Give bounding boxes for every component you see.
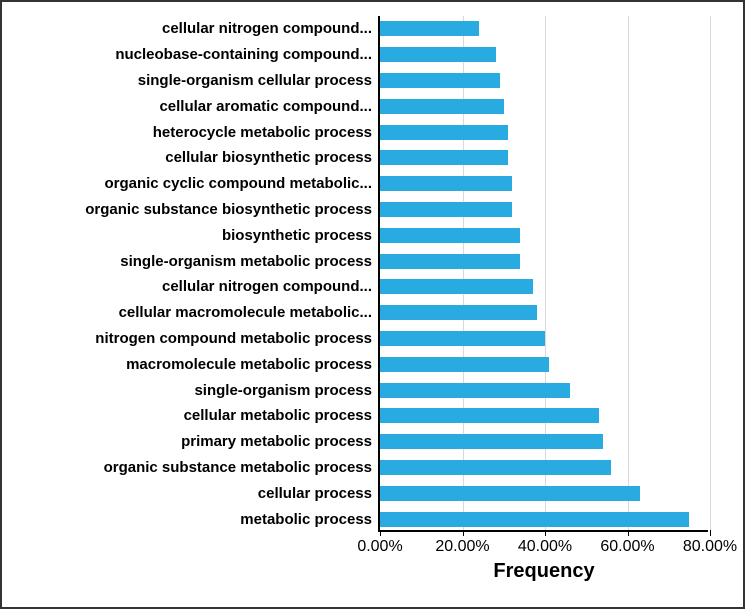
- bar-label: primary metabolic process: [181, 433, 380, 450]
- chart-container: 0.00% 20.00% 40.00% 60.00% 80.00% cellular ni…: [0, 0, 745, 609]
- bar-row: cellular aromatic compound...: [380, 99, 708, 114]
- bar: [380, 279, 533, 294]
- x-axis-title: Frequency: [493, 560, 594, 583]
- x-tick: [463, 530, 464, 536]
- gridline: [628, 16, 629, 530]
- plot-area: 0.00%20.00%40.00%60.00%80.00%cellular ni…: [378, 16, 708, 532]
- bar: [380, 21, 479, 36]
- bar-label: biosynthetic process: [222, 227, 380, 244]
- bar: [380, 47, 496, 62]
- bar: [380, 512, 689, 527]
- bar-label: nucleobase-containing compound...: [115, 46, 380, 63]
- bar-label: organic substance metabolic process: [104, 459, 380, 476]
- bar: [380, 486, 640, 501]
- bar: [380, 202, 512, 217]
- bar: [380, 434, 603, 449]
- bar: [380, 176, 512, 191]
- bar: [380, 305, 537, 320]
- x-tick: [545, 530, 546, 536]
- bar-row: cellular process: [380, 486, 708, 501]
- bar-row: cellular biosynthetic process: [380, 150, 708, 165]
- x-tick: [380, 530, 381, 536]
- bar: [380, 228, 520, 243]
- bar-label: cellular macromolecule metabolic...: [119, 304, 380, 321]
- bar-row: organic cyclic compound metabolic...: [380, 176, 708, 191]
- bar-label: cellular nitrogen compound...: [162, 278, 380, 295]
- bar-row: cellular metabolic process: [380, 408, 708, 423]
- x-tick: [710, 530, 711, 536]
- x-tick-label: 0.00%: [357, 538, 402, 556]
- x-tick-label: 60.00%: [600, 538, 654, 556]
- bar-row: cellular macromolecule metabolic...: [380, 305, 708, 320]
- bar-row: single-organism cellular process: [380, 73, 708, 88]
- bar-row: metabolic process: [380, 512, 708, 527]
- gridline: [463, 16, 464, 530]
- bar-label: single-organism process: [194, 382, 380, 399]
- bar-label: cellular aromatic compound...: [159, 98, 380, 115]
- bar-row: organic substance biosynthetic process: [380, 202, 708, 217]
- bar-label: organic substance biosynthetic process: [85, 201, 380, 218]
- bar: [380, 150, 508, 165]
- bar-row: single-organism process: [380, 383, 708, 398]
- bar: [380, 460, 611, 475]
- bar-row: cellular nitrogen compound...: [380, 279, 708, 294]
- bar: [380, 73, 500, 88]
- bar-row: single-organism metabolic process: [380, 254, 708, 269]
- bar-row: heterocycle metabolic process: [380, 125, 708, 140]
- bar-label: cellular biosynthetic process: [165, 149, 380, 166]
- bar-row: primary metabolic process: [380, 434, 708, 449]
- bar-label: single-organism metabolic process: [120, 253, 380, 270]
- bar-row: nucleobase-containing compound...: [380, 47, 708, 62]
- bar-label: single-organism cellular process: [138, 72, 380, 89]
- bar-label: heterocycle metabolic process: [153, 124, 380, 141]
- gridline: [710, 16, 711, 530]
- bar-label: metabolic process: [240, 511, 380, 528]
- bar-label: cellular nitrogen compound...: [162, 20, 380, 37]
- gridline: [545, 16, 546, 530]
- bar: [380, 383, 570, 398]
- bar: [380, 125, 508, 140]
- bar-row: macromolecule metabolic process: [380, 357, 708, 372]
- bar-row: biosynthetic process: [380, 228, 708, 243]
- bar-label: organic cyclic compound metabolic...: [104, 175, 380, 192]
- bar: [380, 357, 549, 372]
- bar-row: nitrogen compound metabolic process: [380, 331, 708, 346]
- x-tick-label: 20.00%: [435, 538, 489, 556]
- x-tick-label: 40.00%: [518, 538, 572, 556]
- bar: [380, 408, 599, 423]
- bar-label: cellular process: [258, 485, 380, 502]
- bar-label: macromolecule metabolic process: [126, 356, 380, 373]
- bar-row: cellular nitrogen compound...: [380, 21, 708, 36]
- x-tick-label: 80.00%: [683, 538, 737, 556]
- bar-label: nitrogen compound metabolic process: [95, 330, 380, 347]
- bar-row: organic substance metabolic process: [380, 460, 708, 475]
- bar: [380, 331, 545, 346]
- bar: [380, 99, 504, 114]
- bar-label: cellular metabolic process: [184, 407, 380, 424]
- x-tick: [628, 530, 629, 536]
- bar: [380, 254, 520, 269]
